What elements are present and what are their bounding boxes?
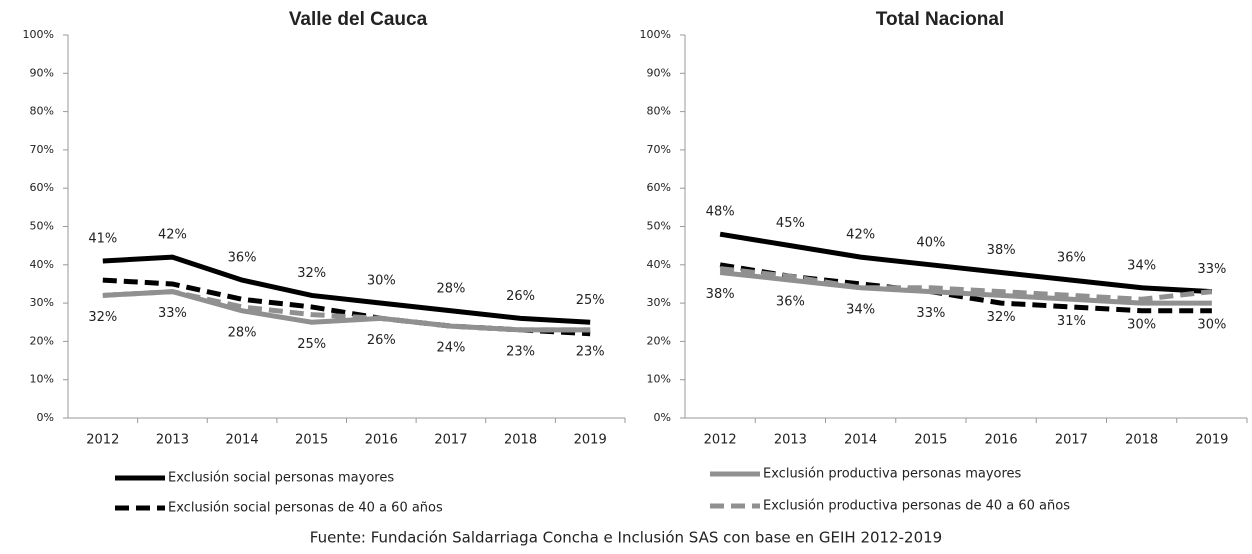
data-label: 32% [297,266,326,281]
y-tick-label: 90% [30,66,54,79]
data-label: 40% [916,235,945,250]
y-tick-label: 80% [647,105,671,118]
chart-title: Valle del Cauca [289,9,428,30]
series-line [719,266,1213,302]
x-tick-label: 2013 [156,433,189,448]
data-label: 36% [228,251,257,266]
y-tick-label: 30% [647,296,671,309]
x-tick-label: 2012 [704,433,737,448]
x-tick-label: 2016 [985,433,1018,448]
series-line [719,262,1212,314]
x-tick-label: 2019 [1195,433,1228,448]
data-label: 32% [987,310,1016,325]
y-tick-label: 100% [640,28,671,41]
series-line [102,254,591,325]
x-tick-label: 2015 [914,433,947,448]
data-label: 33% [916,306,945,321]
x-tick-label: 2014 [844,433,877,448]
data-label: 28% [228,325,257,340]
x-tick-label: 2018 [1125,433,1158,448]
data-label: 33% [1197,262,1226,277]
x-tick-label: 2017 [1055,433,1088,448]
data-label: 26% [506,289,535,304]
data-label: 33% [158,306,187,321]
x-tick-label: 2012 [86,433,119,448]
y-tick-label: 70% [30,143,54,156]
data-label: 30% [1197,318,1226,333]
data-label: 25% [576,293,605,308]
y-tick-label: 30% [30,296,54,309]
y-tick-label: 60% [30,181,54,194]
x-tick-label: 2015 [295,433,328,448]
data-label: 30% [367,274,396,289]
x-tick-label: 2018 [504,433,537,448]
y-tick-label: 50% [647,220,671,233]
data-label: 36% [1057,251,1086,266]
x-tick-label: 2017 [434,433,467,448]
chart-title: Total Nacional [876,9,1004,30]
x-tick-label: 2014 [226,433,259,448]
series-line [719,231,1213,295]
legend-label: Exclusión social personas mayores [168,471,394,486]
y-tick-label: 60% [647,181,671,194]
y-tick-label: 20% [30,334,54,347]
data-label: 38% [706,287,735,302]
series-line [102,289,591,333]
y-tick-label: 90% [647,66,671,79]
data-label: 41% [88,231,117,246]
data-label: 23% [506,344,535,359]
data-label: 30% [1127,318,1156,333]
data-label: 31% [1057,314,1086,329]
source: Fuente: Fundación Saldarriaga Concha e I… [310,529,942,547]
y-tick-label: 20% [647,334,671,347]
y-tick-label: 40% [647,258,671,271]
data-label: 25% [297,337,326,352]
data-label: 42% [846,228,875,243]
y-tick-label: 50% [30,220,54,233]
y-tick-label: 0% [654,411,671,424]
data-label: 48% [706,205,735,220]
series-line [719,269,1212,306]
y-tick-label: 10% [647,373,671,386]
y-tick-label: 10% [30,373,54,386]
legend-label: Exclusión productiva personas mayores [763,467,1022,482]
x-tick-label: 2016 [365,433,398,448]
y-tick-label: 80% [30,105,54,118]
data-label: 34% [846,302,875,317]
y-tick-label: 70% [647,143,671,156]
legend-label: Exclusión social personas de 40 a 60 año… [168,501,443,516]
data-label: 24% [436,341,465,356]
data-label: 45% [776,216,805,231]
data-label: 42% [158,228,187,243]
data-label: 32% [88,310,117,325]
y-tick-label: 40% [30,258,54,271]
data-label: 26% [367,333,396,348]
x-tick-label: 2013 [774,433,807,448]
data-label: 36% [776,295,805,310]
x-tick-label: 2019 [574,433,607,448]
legend-label: Exclusión productiva personas de 40 a 60… [763,499,1070,514]
data-label: 38% [987,243,1016,258]
data-label: 28% [436,281,465,296]
y-tick-label: 100% [23,28,54,41]
y-tick-label: 0% [37,411,54,424]
data-label: 34% [1127,258,1156,273]
data-label: 23% [576,344,605,359]
